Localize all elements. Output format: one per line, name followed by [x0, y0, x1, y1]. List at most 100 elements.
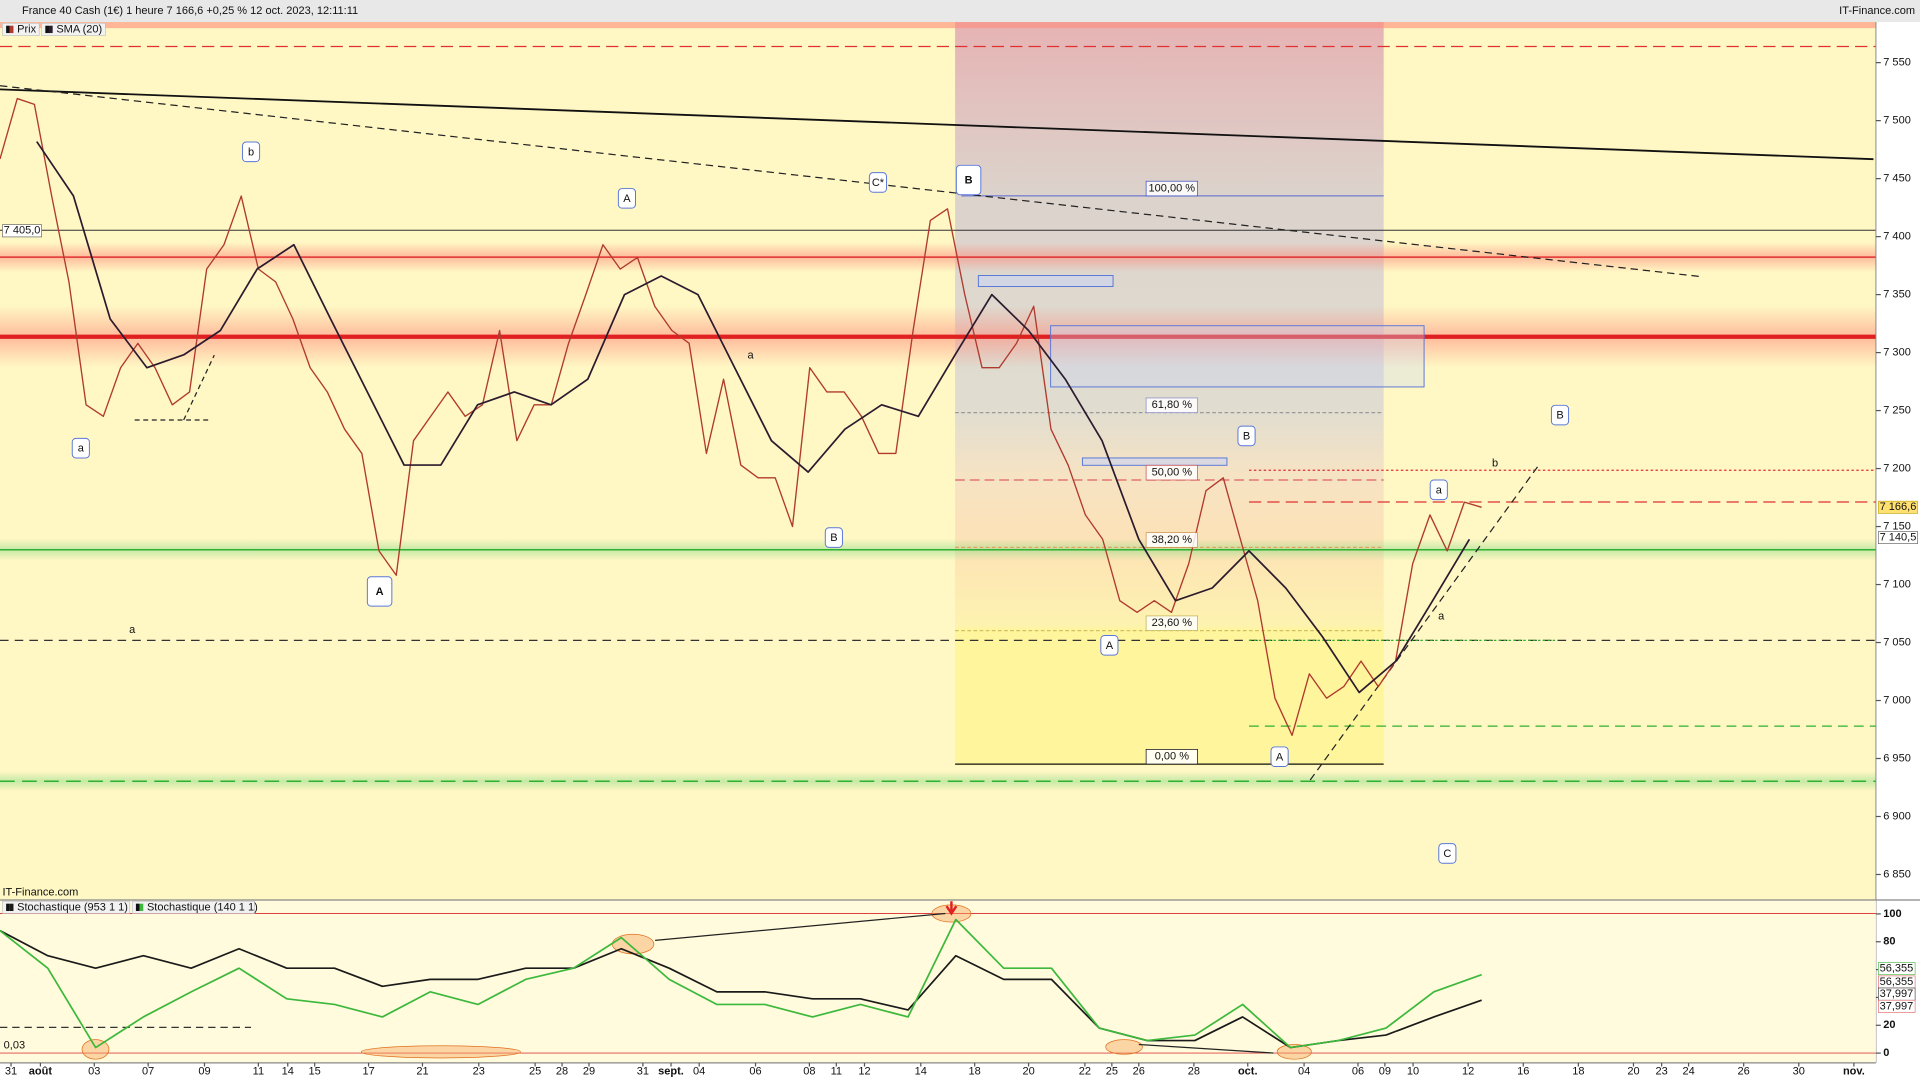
x-tick-label: 31: [5, 1065, 17, 1077]
legend-item: Prix: [2, 22, 40, 36]
wave-label-text: C: [1443, 848, 1451, 860]
x-tick-label: 16: [1517, 1065, 1529, 1077]
wave-label-text: B: [830, 532, 837, 544]
legend-swatch: [9, 25, 14, 34]
panel-source: IT-Finance.com: [2, 887, 78, 899]
value-tag-label: 37,997: [1880, 988, 1914, 1000]
y-tick-label: 6 950: [1883, 752, 1911, 764]
x-tick-label: 14: [282, 1065, 294, 1077]
price-tag: 7 166,6: [1878, 500, 1918, 514]
y-tick-label: 7 150: [1883, 520, 1911, 532]
x-tick-label: 04: [693, 1065, 705, 1077]
x-tick-label: août: [29, 1065, 53, 1077]
wave-label: A: [1100, 635, 1119, 656]
legend-label: Stochastique (140 1 1): [147, 901, 258, 913]
wave-label-box: [868, 172, 888, 193]
x-tick-label: 29: [583, 1065, 595, 1077]
wave-label-text: B: [965, 175, 973, 187]
legend-swatch: [6, 25, 10, 34]
signal-arrow: [945, 901, 958, 916]
value-tag: 37,997: [1878, 999, 1916, 1013]
price-tag-label: 7 405,0: [4, 225, 41, 237]
legend-swatch: [139, 903, 144, 912]
fib-label-box: [1145, 180, 1198, 197]
y-tick-label: 7 450: [1883, 173, 1911, 185]
highlight: [1105, 1039, 1143, 1055]
wave-label-box: [1237, 425, 1256, 447]
x-tick-label: 28: [1188, 1065, 1200, 1077]
trend-line: [0, 85, 1703, 278]
fib-label: 50,00 %: [1145, 464, 1198, 481]
value-tag-label: 37,997: [1880, 1000, 1914, 1012]
wave-label-box: [1550, 404, 1570, 426]
wave-label-text: A: [623, 193, 631, 205]
wave-label-text: A: [1276, 751, 1284, 763]
x-axis-area: [0, 1062, 1920, 1080]
y-tick-label: 20: [1883, 1019, 1895, 1031]
wave-label: B: [955, 164, 982, 196]
value-tag: 56,355: [1878, 962, 1916, 975]
highlight: [360, 1045, 521, 1059]
legend-box: [41, 22, 106, 36]
wave-label: A: [1270, 746, 1289, 768]
top-band: [0, 22, 1876, 29]
zone-box: [977, 275, 1114, 288]
price-tag-label: 7 140,5: [1880, 531, 1917, 543]
wave-label-text: C*: [872, 177, 885, 189]
x-tick-label: 26: [1133, 1065, 1145, 1077]
fib-label-box: [1145, 532, 1198, 548]
wave-label-text: A: [376, 586, 384, 598]
wave-label: a: [129, 624, 136, 636]
fib-label-text: 100,00 %: [1149, 182, 1196, 194]
header-title: France 40 Cash (1€) 1 heure 7 166,6 +0,2…: [22, 5, 358, 17]
wave-label-box: [366, 576, 393, 607]
series-line: [0, 97, 1482, 736]
fib-label: 23,60 %: [1145, 615, 1198, 631]
x-tick-label: 17: [362, 1065, 374, 1077]
wave-label-text: A: [1106, 640, 1114, 652]
wave-label: A: [366, 576, 393, 607]
wave-label-text: a: [129, 624, 136, 636]
x-tick-label: 22: [1079, 1065, 1091, 1077]
highlight: [1276, 1044, 1312, 1060]
price-tag: 7 140,5: [1878, 531, 1918, 544]
x-tick-label: 21: [416, 1065, 428, 1077]
legend-label: Prix: [17, 23, 36, 35]
x-tick-label: 23: [1655, 1065, 1667, 1077]
x-tick-label: 06: [749, 1065, 761, 1077]
x-tick-label: 20: [1627, 1065, 1639, 1077]
stoch-panel: [0, 900, 1876, 1063]
wave-label-text: a: [1436, 484, 1443, 496]
legend-box: [2, 900, 131, 914]
legend-label: Stochastique (953 1 1): [17, 901, 128, 913]
plot-layer: 7 550 7 500 7 450 7 400 7 350 7 300 7 250 7 200…: [0, 22, 1918, 1077]
legend-swatch: [135, 903, 140, 912]
wave-label: B: [1237, 425, 1256, 447]
wave-label-box: [241, 141, 261, 163]
y-tick-label: 7 050: [1883, 636, 1911, 648]
x-tick-label: 18: [969, 1065, 981, 1077]
x-tick-label: oct.: [1238, 1065, 1258, 1077]
y-tick-label: 7 350: [1883, 288, 1911, 300]
value-tag-label: 56,355: [1880, 976, 1914, 988]
value-tag: 56,355: [1878, 975, 1916, 989]
wave-label-box: [1100, 635, 1119, 656]
fib-label-text: 23,60 %: [1152, 617, 1193, 629]
wave-label-text: B: [1556, 410, 1563, 422]
wave-label-text: a: [78, 443, 85, 455]
y-tick-label: 7 400: [1883, 231, 1911, 243]
legend-box: [131, 900, 255, 914]
x-tick-label: 23: [473, 1065, 485, 1077]
fib-label: 61,80 %: [1145, 397, 1198, 414]
fib-label-box: [1145, 464, 1198, 481]
x-tick-label: 12: [1462, 1065, 1474, 1077]
x-tick-label: 11: [253, 1065, 264, 1077]
series-line: [36, 141, 1471, 694]
wave-label: C*: [868, 172, 888, 193]
x-tick-label: 25: [1106, 1065, 1118, 1077]
wave-label: b: [1492, 457, 1498, 469]
value-tag-label: 0,03: [4, 1040, 25, 1052]
wave-label-box: [71, 437, 90, 459]
fib-label-text: 61,80 %: [1152, 399, 1193, 411]
